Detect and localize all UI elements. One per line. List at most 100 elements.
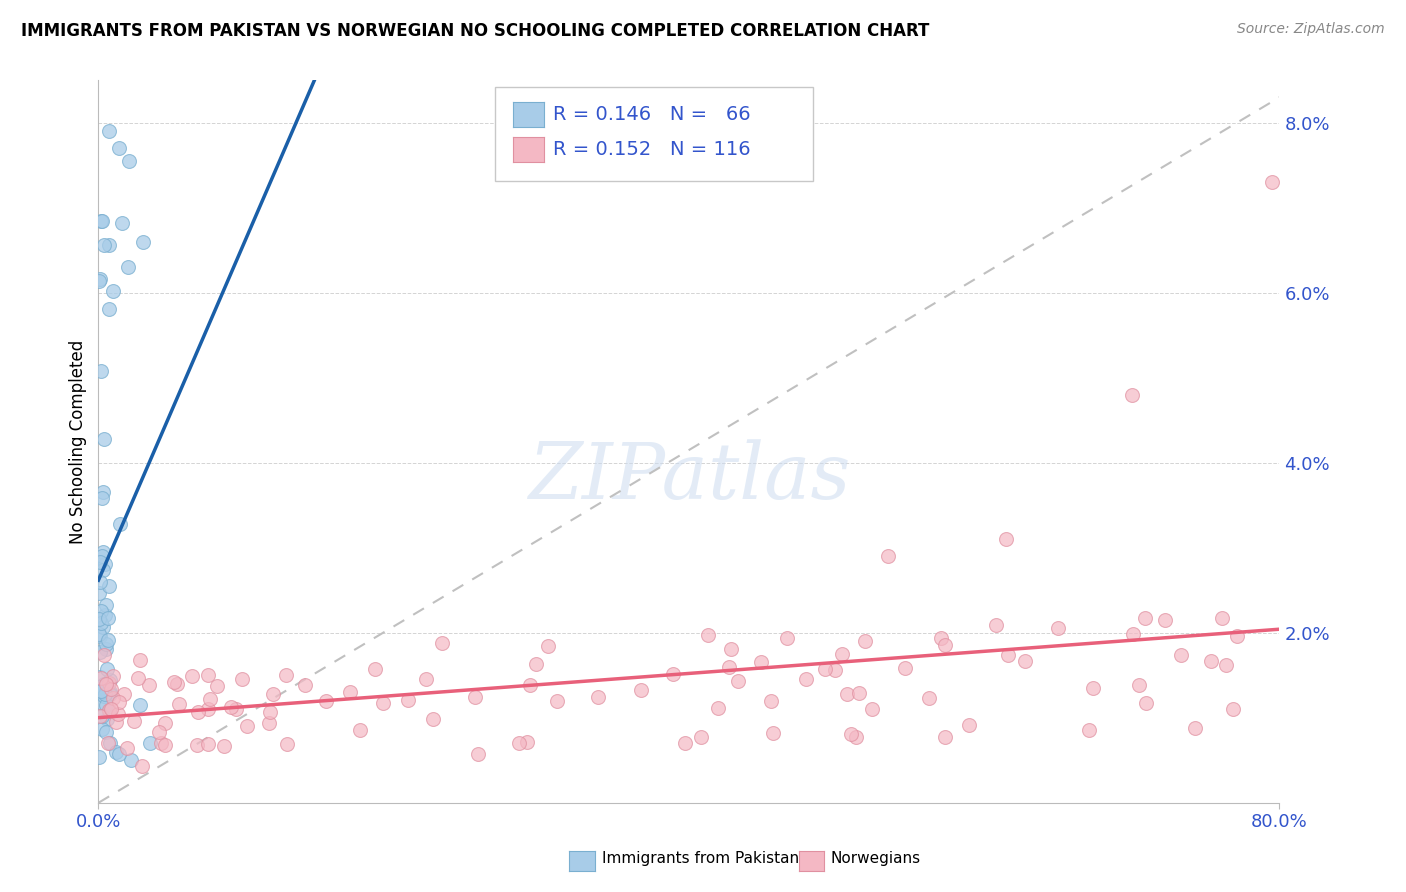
- Point: [717, 660, 740, 674]
- Point: [430, 635, 453, 649]
- Point: [90, 681, 112, 695]
- Point: [87, 274, 110, 288]
- Point: [94, 637, 117, 651]
- Point: [93, 238, 115, 252]
- Point: [167, 697, 190, 711]
- Point: [536, 639, 558, 653]
- Point: [93, 690, 115, 704]
- Point: [894, 661, 917, 675]
- Point: [94, 698, 117, 713]
- Point: [103, 669, 125, 683]
- Point: [93, 676, 115, 690]
- Point: [91, 563, 114, 577]
- Point: [91, 484, 114, 499]
- Point: [259, 705, 281, 719]
- Point: [860, 702, 883, 716]
- Point: [997, 648, 1019, 662]
- Text: ZIPatlas: ZIPatlas: [527, 440, 851, 516]
- Point: [349, 723, 371, 738]
- Point: [138, 678, 160, 692]
- Point: [93, 608, 115, 623]
- Point: [257, 716, 280, 731]
- Point: [91, 491, 114, 506]
- Point: [89, 575, 111, 590]
- Point: [91, 545, 114, 559]
- Point: [107, 707, 129, 722]
- Point: [98, 301, 121, 316]
- Point: [315, 694, 337, 708]
- Point: [205, 679, 228, 693]
- Point: [115, 741, 138, 756]
- Point: [761, 694, 783, 708]
- Point: [187, 705, 209, 719]
- Point: [526, 657, 548, 672]
- Point: [89, 629, 111, 643]
- Text: Immigrants from Pakistan: Immigrants from Pakistan: [602, 851, 799, 865]
- Point: [339, 685, 361, 699]
- Point: [749, 655, 772, 669]
- Point: [235, 719, 257, 733]
- Point: [120, 753, 142, 767]
- Point: [89, 555, 111, 569]
- Point: [198, 691, 221, 706]
- Point: [108, 141, 131, 155]
- Point: [776, 632, 799, 646]
- Point: [586, 690, 609, 704]
- Point: [986, 617, 1008, 632]
- Point: [89, 749, 111, 764]
- Point: [837, 687, 859, 701]
- Point: [180, 669, 202, 683]
- Point: [90, 722, 112, 736]
- Point: [274, 667, 297, 681]
- Point: [415, 672, 437, 686]
- Point: [508, 736, 530, 750]
- Point: [212, 739, 235, 753]
- Point: [831, 647, 853, 661]
- Point: [762, 726, 785, 740]
- Point: [108, 747, 131, 761]
- Point: [845, 730, 868, 744]
- Point: [111, 216, 134, 230]
- Point: [100, 681, 122, 696]
- Point: [87, 627, 110, 641]
- Point: [98, 579, 121, 593]
- Point: [127, 671, 149, 685]
- Point: [814, 661, 837, 675]
- Point: [139, 736, 162, 750]
- Point: [546, 694, 568, 708]
- Point: [91, 708, 114, 723]
- Text: IMMIGRANTS FROM PAKISTAN VS NORWEGIAN NO SCHOOLING COMPLETED CORRELATION CHART: IMMIGRANTS FROM PAKISTAN VS NORWEGIAN NO…: [21, 22, 929, 40]
- Point: [128, 698, 150, 713]
- Point: [1154, 613, 1177, 627]
- Point: [1122, 626, 1144, 640]
- Point: [824, 663, 846, 677]
- Point: [1199, 654, 1222, 668]
- Point: [89, 670, 111, 684]
- Point: [94, 676, 117, 690]
- Point: [131, 759, 153, 773]
- Point: [934, 730, 956, 744]
- Point: [262, 687, 284, 701]
- Point: [117, 153, 139, 168]
- Point: [105, 745, 128, 759]
- Point: [516, 735, 538, 749]
- Point: [122, 714, 145, 729]
- Point: [96, 712, 118, 726]
- Point: [1077, 723, 1099, 737]
- Point: [103, 691, 125, 706]
- Point: [93, 432, 115, 446]
- Point: [97, 703, 120, 717]
- Point: [371, 696, 394, 710]
- Point: [96, 662, 118, 676]
- Point: [96, 725, 118, 739]
- Point: [1222, 702, 1244, 716]
- Point: [720, 641, 742, 656]
- Point: [231, 673, 253, 687]
- Point: [1121, 388, 1143, 402]
- Point: [98, 673, 121, 687]
- Point: [90, 671, 112, 685]
- Point: [662, 667, 685, 681]
- Point: [929, 631, 952, 645]
- Point: [90, 364, 112, 378]
- Point: [129, 653, 152, 667]
